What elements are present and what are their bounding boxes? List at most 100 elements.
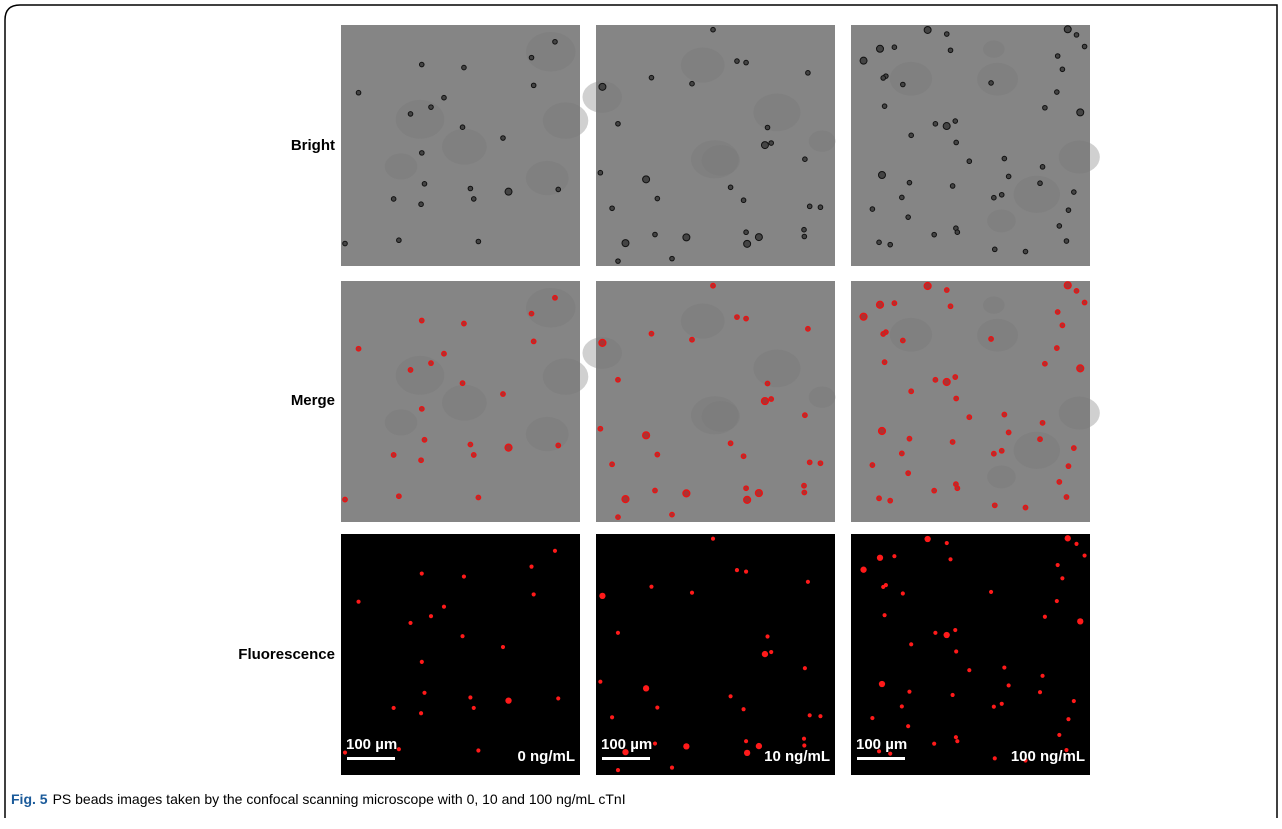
background-blotch (987, 465, 1016, 488)
bead (1023, 249, 1028, 254)
image-panel (851, 281, 1100, 522)
bead (531, 83, 536, 88)
background-blotch (681, 47, 725, 82)
background-blotch (543, 358, 588, 394)
page: Bright Merge Fluorescence 100 µm0 ng/mL1… (0, 0, 1282, 824)
bead (808, 713, 812, 717)
bead (610, 715, 614, 719)
bead (653, 741, 657, 745)
bead (649, 75, 654, 80)
bead (802, 234, 807, 239)
concentration-label: 10 ng/mL (764, 748, 830, 765)
bead (765, 381, 770, 386)
bead (356, 600, 360, 604)
bead (755, 490, 762, 497)
bead (599, 83, 606, 90)
image-panel: 100 µm 0 ng/mL (341, 534, 580, 775)
bead (1083, 553, 1087, 557)
bead (553, 39, 558, 44)
bead (529, 565, 533, 569)
bead (670, 256, 675, 261)
bead (907, 690, 911, 694)
bead (870, 716, 874, 720)
bead (690, 337, 695, 342)
bead (532, 592, 536, 596)
bead (769, 650, 773, 654)
bead (1082, 300, 1087, 305)
bead (802, 483, 807, 488)
scale-bar-label: 100 µm (346, 736, 397, 753)
bead (468, 442, 473, 447)
bead (408, 112, 413, 117)
bead (1066, 464, 1071, 469)
bead (343, 241, 348, 246)
bead (901, 591, 905, 595)
bead (356, 90, 361, 95)
bead (951, 693, 955, 697)
bead (610, 462, 615, 467)
bead (944, 288, 949, 293)
bead (906, 724, 910, 728)
bead (1077, 618, 1083, 624)
bead (422, 691, 426, 695)
bead (501, 136, 506, 141)
bead (802, 737, 806, 741)
concentration-label: 0 ng/mL (517, 748, 575, 765)
bead (806, 71, 811, 76)
bead (901, 338, 906, 343)
bead (599, 339, 606, 346)
bead (950, 184, 955, 189)
bead (1055, 346, 1060, 351)
background-blotch (977, 63, 1018, 96)
bead (955, 230, 960, 235)
bead (460, 125, 465, 130)
bead (442, 605, 446, 609)
bead (870, 207, 875, 212)
bead (643, 432, 650, 439)
bead (476, 239, 481, 244)
background-blotch (1014, 432, 1060, 469)
bead (924, 26, 931, 33)
background-blotch (809, 130, 836, 151)
bead (992, 195, 997, 200)
image-panel (582, 281, 835, 522)
bead (616, 515, 621, 520)
bead (735, 315, 740, 320)
bead (476, 748, 480, 752)
bead (643, 176, 650, 183)
bead (735, 568, 739, 572)
bead (744, 570, 748, 574)
bead (953, 119, 958, 124)
bead (909, 642, 913, 646)
bead (769, 397, 774, 402)
bead (420, 407, 425, 412)
bead (932, 232, 937, 237)
bead (944, 632, 950, 638)
bead (1040, 165, 1045, 170)
bead (1072, 446, 1077, 451)
bead (954, 649, 958, 653)
bead (924, 536, 930, 542)
bead (1072, 699, 1076, 703)
background-blotch (702, 401, 740, 432)
bead (989, 590, 993, 594)
bead (967, 668, 971, 672)
bead (806, 327, 811, 332)
bead (1077, 109, 1084, 116)
bead (419, 458, 424, 463)
bead (803, 666, 807, 670)
bead (953, 375, 958, 380)
figure: Bright Merge Fluorescence 100 µm0 ng/mL1… (0, 0, 1282, 824)
bead (744, 240, 751, 247)
bead (932, 742, 936, 746)
bead (429, 105, 434, 110)
bead (649, 585, 653, 589)
bead (892, 45, 897, 50)
bead (765, 125, 770, 130)
bead (531, 339, 536, 344)
bead (616, 631, 620, 635)
bead (653, 488, 658, 493)
bead (422, 438, 427, 443)
bead (803, 157, 808, 162)
bead (505, 697, 511, 703)
